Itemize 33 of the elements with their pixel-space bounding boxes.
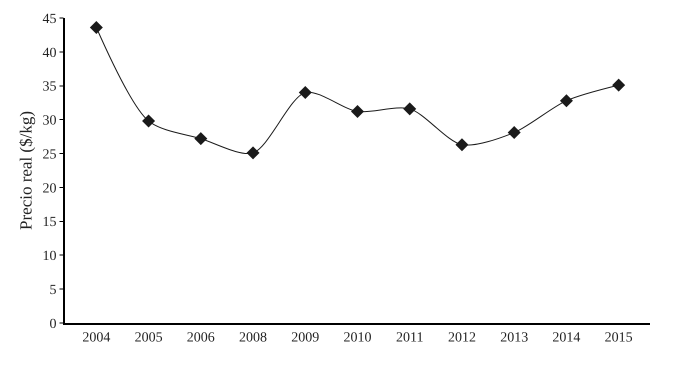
x-tick-label: 2008 — [239, 330, 268, 346]
x-tick-label: 2011 — [396, 330, 424, 346]
y-tick-label: 0 — [49, 316, 56, 332]
y-tick-label: 10 — [42, 249, 56, 264]
y-tick-label: 25 — [42, 147, 56, 162]
point — [194, 132, 208, 146]
x-tick-label: 2004 — [82, 330, 110, 346]
point — [142, 114, 156, 128]
x-tick-label: 2006 — [186, 330, 215, 346]
point — [246, 146, 260, 160]
y-tick-label: 5 — [49, 283, 56, 298]
y-axis-title: Precio real ($/kg) — [16, 111, 36, 230]
point — [612, 78, 626, 92]
point — [351, 105, 364, 118]
point — [403, 102, 416, 116]
x-tick-label: 2005 — [134, 330, 163, 346]
x-tick-label: 2015 — [604, 330, 633, 346]
point — [508, 126, 521, 140]
x-tick-label: 2013 — [500, 330, 528, 346]
x-tick-label: 2010 — [344, 330, 372, 346]
point — [298, 86, 312, 100]
point — [560, 94, 573, 108]
x-tick-label: 2009 — [291, 330, 320, 346]
x-tick-label: 2012 — [448, 330, 476, 346]
y-tick-label: 45 — [42, 12, 56, 27]
x-tick-label: 2014 — [552, 330, 580, 346]
y-tick-label: 30 — [42, 114, 56, 129]
point — [455, 138, 468, 152]
y-tick-label: 40 — [42, 46, 56, 61]
y-tick-label: 35 — [42, 80, 56, 95]
y-tick-label: 20 — [42, 181, 56, 196]
y-tick-label: 15 — [42, 215, 56, 230]
point — [90, 20, 103, 34]
